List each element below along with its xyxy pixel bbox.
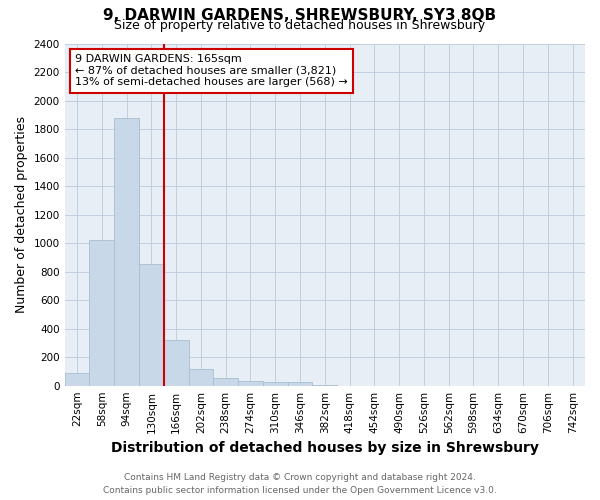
Y-axis label: Number of detached properties: Number of detached properties [15, 116, 28, 314]
Bar [214, 378, 238, 386]
Bar [114, 118, 139, 386]
Bar [188, 370, 214, 386]
Bar [89, 240, 114, 386]
Text: Size of property relative to detached houses in Shrewsbury: Size of property relative to detached ho… [115, 19, 485, 32]
Bar [65, 373, 89, 386]
Text: 9 DARWIN GARDENS: 165sqm
← 87% of detached houses are smaller (3,821)
13% of sem: 9 DARWIN GARDENS: 165sqm ← 87% of detach… [75, 54, 348, 88]
Bar [164, 340, 188, 386]
Bar [238, 380, 263, 386]
Bar [313, 385, 337, 386]
X-axis label: Distribution of detached houses by size in Shrewsbury: Distribution of detached houses by size … [111, 441, 539, 455]
Bar [287, 382, 313, 386]
Bar [139, 264, 164, 386]
Text: 9, DARWIN GARDENS, SHREWSBURY, SY3 8QB: 9, DARWIN GARDENS, SHREWSBURY, SY3 8QB [103, 8, 497, 22]
Bar [263, 382, 287, 386]
Text: Contains HM Land Registry data © Crown copyright and database right 2024.
Contai: Contains HM Land Registry data © Crown c… [103, 474, 497, 495]
